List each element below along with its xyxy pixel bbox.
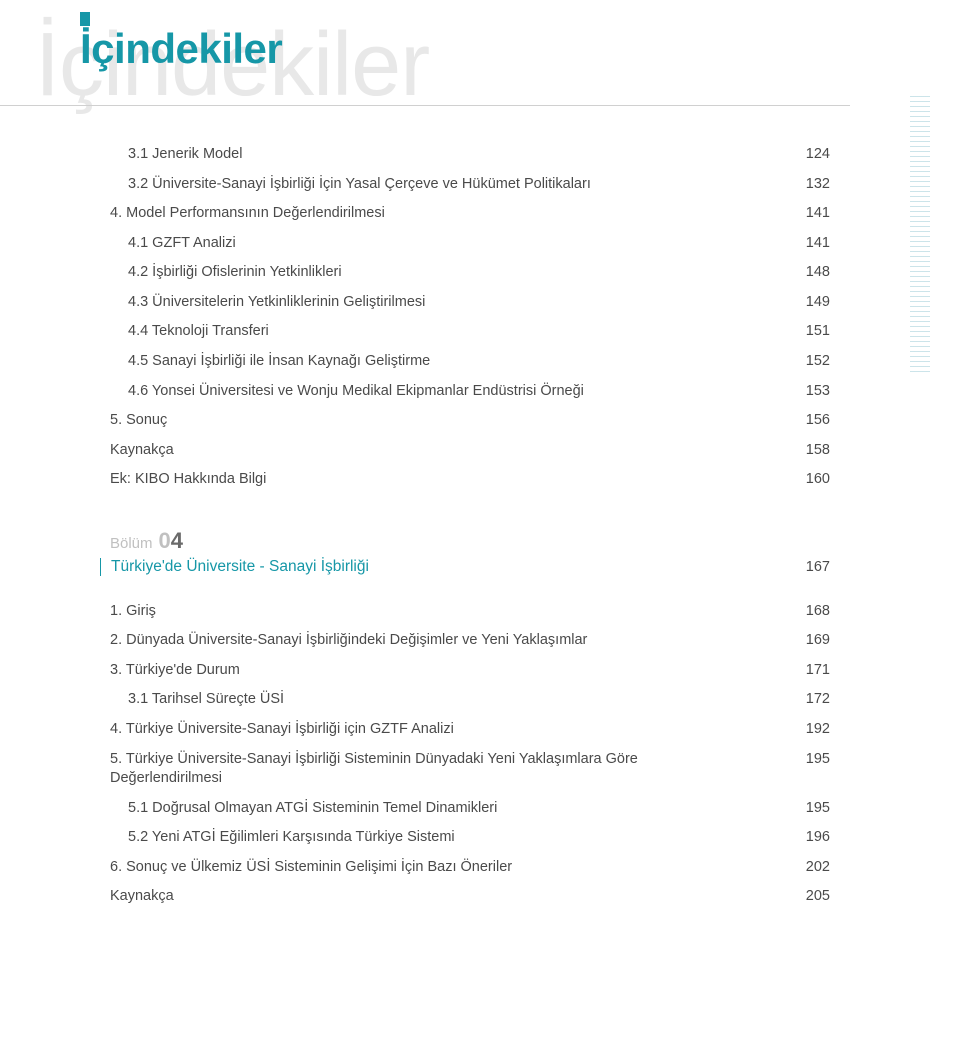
toc-row: 6. Sonuç ve Ülkemiz ÜSİ Sisteminin Geliş…	[110, 858, 830, 878]
toc-label: 4.5 Sanayi İşbirliği ile İnsan Kaynağı G…	[128, 352, 790, 372]
toc-page: 160	[790, 470, 830, 490]
toc-row: 3.1 Jenerik Model124	[110, 145, 830, 165]
toc-row: 3. Türkiye'de Durum171	[110, 661, 830, 681]
toc-page: 172	[790, 690, 830, 710]
toc-row: 5.1 Doğrusal Olmayan ATGİ Sisteminin Tem…	[110, 799, 830, 819]
toc-label: 4. Türkiye Üniversite-Sanayi İşbirliği i…	[110, 720, 790, 740]
toc-row: Kaynakça158	[110, 441, 830, 461]
toc-label: 4. Model Performansının Değerlendirilmes…	[110, 204, 790, 224]
toc-label: 1. Giriş	[110, 602, 790, 622]
toc-page: 124	[790, 145, 830, 165]
toc-page: 148	[790, 263, 830, 283]
toc-page: 169	[790, 631, 830, 651]
toc-label: 4.1 GZFT Analizi	[128, 234, 790, 254]
toc-row: 4. Model Performansının Değerlendirilmes…	[110, 204, 830, 224]
toc-page: 156	[790, 411, 830, 431]
toc-page: 205	[790, 887, 830, 907]
toc-row: 4.2 İşbirliği Ofislerinin Yetkinlikleri1…	[110, 263, 830, 283]
toc-page: 192	[790, 720, 830, 740]
section-bolum: Bölüm 04	[110, 528, 830, 554]
toc-label: 5.2 Yeni ATGİ Eğilimleri Karşısında Türk…	[128, 828, 790, 848]
heading-dot	[80, 12, 90, 26]
toc-label: 4.2 İşbirliği Ofislerinin Yetkinlikleri	[128, 263, 790, 283]
toc-page: 141	[790, 204, 830, 224]
toc-page: 152	[790, 352, 830, 372]
toc-page: 202	[790, 858, 830, 878]
toc-label: 6. Sonuç ve Ülkemiz ÜSİ Sisteminin Geliş…	[110, 858, 790, 878]
toc-page: 168	[790, 602, 830, 622]
toc-label: 3.2 Üniversite-Sanayi İşbirliği İçin Yas…	[128, 175, 790, 195]
toc-row: 4. Türkiye Üniversite-Sanayi İşbirliği i…	[110, 720, 830, 740]
toc-label: Kaynakça	[110, 441, 790, 461]
toc-row: 3.1 Tarihsel Süreçte ÜSİ172	[110, 690, 830, 710]
section-title: Türkiye'de Üniversite - Sanayi İşbirliği	[111, 558, 369, 576]
toc-label: 5. Türkiye Üniversite-Sanayi İşbirliği S…	[110, 750, 750, 789]
toc-label: Kaynakça	[110, 887, 790, 907]
toc-row: 4.1 GZFT Analizi141	[110, 234, 830, 254]
toc-page: 196	[790, 828, 830, 848]
toc-page: 195	[790, 750, 830, 770]
toc-row: 4.4 Teknoloji Transferi151	[110, 322, 830, 342]
toc-row: 4.6 Yonsei Üniversitesi ve Wonju Medikal…	[110, 382, 830, 402]
bolum-number: 04	[159, 528, 184, 554]
section-page: 167	[790, 559, 830, 575]
toc-page: 195	[790, 799, 830, 819]
toc-row: 5.2 Yeni ATGİ Eğilimleri Karşısında Türk…	[110, 828, 830, 848]
toc-row: 5. Türkiye Üniversite-Sanayi İşbirliği S…	[110, 750, 830, 789]
toc-page: 171	[790, 661, 830, 681]
toc-page: 153	[790, 382, 830, 402]
toc-label: 3. Türkiye'de Durum	[110, 661, 790, 681]
toc-label: 5. Sonuç	[110, 411, 790, 431]
toc-label: 3.1 Jenerik Model	[128, 145, 790, 165]
toc-row: 4.5 Sanayi İşbirliği ile İnsan Kaynağı G…	[110, 352, 830, 372]
toc-group-top: 3.1 Jenerik Model1243.2 Üniversite-Sanay…	[110, 145, 830, 490]
toc-page: 158	[790, 441, 830, 461]
section-title-row: Türkiye'de Üniversite - Sanayi İşbirliği…	[100, 558, 830, 576]
page-title: İçindekiler	[80, 25, 282, 73]
toc-row: Kaynakça205	[110, 887, 830, 907]
toc-row: Ek: KIBO Hakkında Bilgi160	[110, 470, 830, 490]
side-stripe	[910, 96, 930, 376]
toc-label: 3.1 Tarihsel Süreçte ÜSİ	[128, 690, 790, 710]
toc-page: 141	[790, 234, 830, 254]
toc-row: 1. Giriş168	[110, 602, 830, 622]
bolum-label: Bölüm	[110, 535, 153, 552]
horizontal-rule	[0, 105, 850, 106]
toc-row: 2. Dünyada Üniversite-Sanayi İşbirliğind…	[110, 631, 830, 651]
toc-label: 4.6 Yonsei Üniversitesi ve Wonju Medikal…	[128, 382, 790, 402]
toc-label: Ek: KIBO Hakkında Bilgi	[110, 470, 790, 490]
toc-row: 4.3 Üniversitelerin Yetkinliklerinin Gel…	[110, 293, 830, 313]
toc-group-bottom: 1. Giriş1682. Dünyada Üniversite-Sanayi …	[110, 602, 830, 907]
toc-label: 4.3 Üniversitelerin Yetkinliklerinin Gel…	[128, 293, 790, 313]
toc-row: 5. Sonuç156	[110, 411, 830, 431]
toc-label: 4.4 Teknoloji Transferi	[128, 322, 790, 342]
toc-page: 132	[790, 175, 830, 195]
toc-page: 149	[790, 293, 830, 313]
toc-row: 3.2 Üniversite-Sanayi İşbirliği İçin Yas…	[110, 175, 830, 195]
section-header: Bölüm 04 Türkiye'de Üniversite - Sanayi …	[110, 528, 830, 576]
toc-page: 151	[790, 322, 830, 342]
toc-content: 3.1 Jenerik Model1243.2 Üniversite-Sanay…	[110, 145, 830, 917]
toc-label: 5.1 Doğrusal Olmayan ATGİ Sisteminin Tem…	[128, 799, 790, 819]
toc-label: 2. Dünyada Üniversite-Sanayi İşbirliğind…	[110, 631, 790, 651]
